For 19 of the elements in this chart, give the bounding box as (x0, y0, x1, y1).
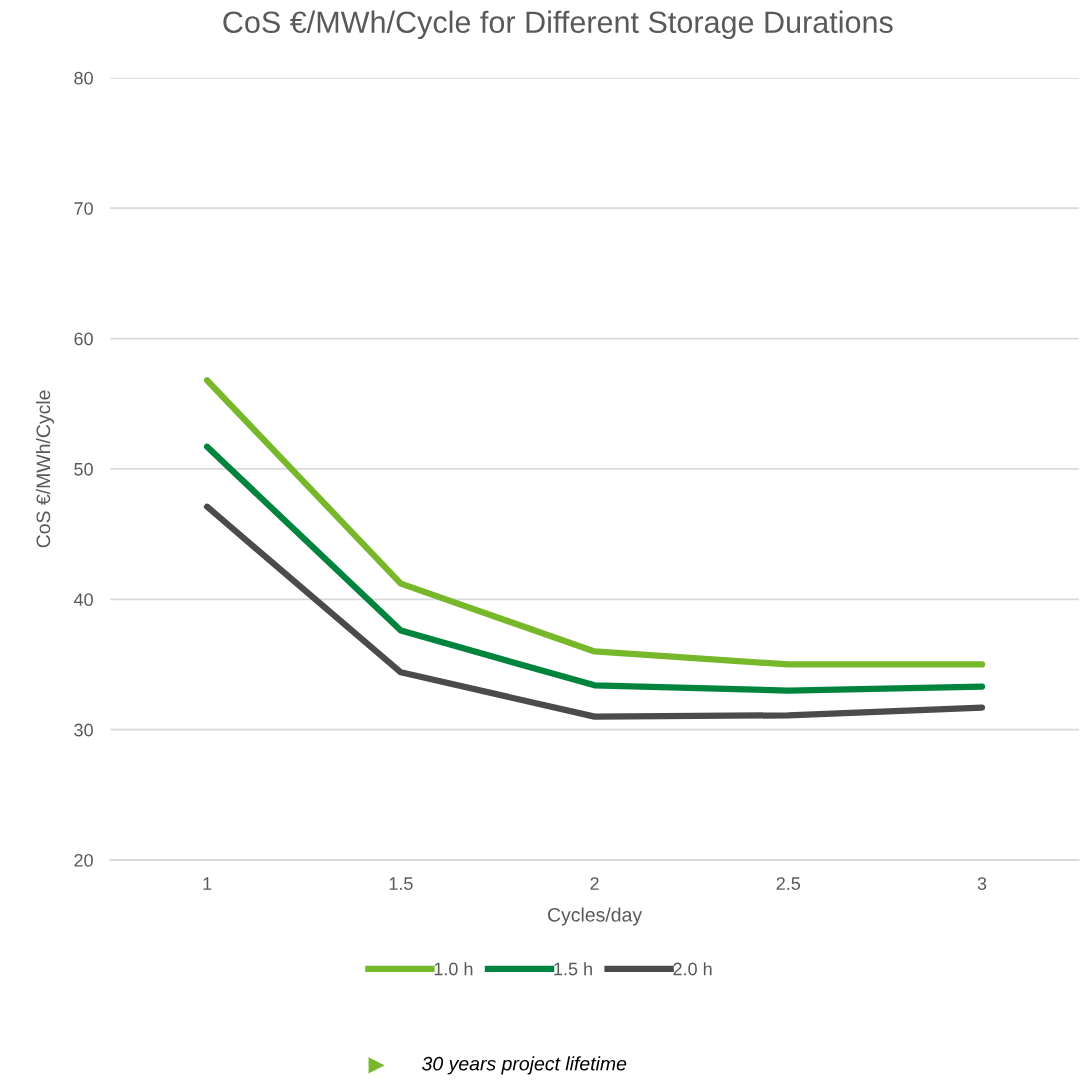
x-tick-label: 3 (977, 877, 987, 890)
y-tick-label: 40 (73, 593, 93, 607)
y-tick-label: 20 (74, 853, 93, 867)
x-tick-label: 2.5 (776, 877, 801, 890)
x-tick-label: 1.5 (389, 877, 413, 890)
legend-label: 2.0 h (673, 962, 712, 976)
legend-label: 1.0 h (434, 962, 473, 976)
y-tick-label: 60 (74, 332, 93, 346)
y-axis-title: CoS €/MWh/Cycle (35, 390, 55, 548)
y-tick-label: 30 (74, 723, 93, 737)
x-axis-title: Cycles/day (547, 907, 643, 926)
y-tick-label: 70 (74, 202, 93, 215)
legend-label: 1.5 h (554, 962, 592, 976)
y-tick-label: 50 (74, 462, 93, 476)
y-tick-label: 80 (74, 71, 93, 85)
x-tick-label: 1 (203, 877, 212, 890)
chart-title: CoS €/MWh/Cycle for Different Storage Durations (223, 10, 893, 40)
text: 30 years project lifetime (422, 1056, 627, 1075)
x-tick-label: 2 (590, 877, 599, 890)
